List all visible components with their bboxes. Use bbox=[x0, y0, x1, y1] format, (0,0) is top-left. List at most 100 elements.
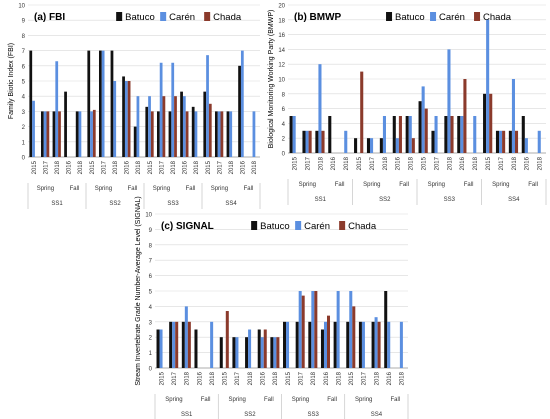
bar bbox=[148, 96, 151, 157]
legend-swatch bbox=[251, 221, 258, 230]
year-tick-label: 2018 bbox=[318, 156, 324, 170]
year-tick-label: 2018 bbox=[248, 371, 254, 385]
bar bbox=[286, 321, 290, 368]
bar bbox=[283, 321, 287, 368]
season-label: Fall bbox=[391, 397, 401, 403]
legend-label: Chada bbox=[213, 12, 242, 23]
year-tick-label: 2016 bbox=[125, 160, 131, 174]
year-tick-label: 2015 bbox=[292, 156, 298, 170]
y-tick-label: 10 bbox=[278, 78, 285, 84]
year-tick-label: 2015 bbox=[349, 371, 355, 385]
bar bbox=[301, 295, 305, 368]
bar bbox=[162, 96, 166, 157]
bar bbox=[187, 321, 191, 368]
y-tick-label: 6 bbox=[282, 107, 286, 113]
legend-swatch bbox=[116, 12, 123, 21]
y-tick-label: 4 bbox=[149, 305, 153, 311]
year-tick-label: 2015 bbox=[486, 156, 492, 170]
season-label: Fall bbox=[399, 182, 409, 188]
site-label: SS4 bbox=[371, 412, 383, 418]
year-tick-label: 2018 bbox=[171, 160, 177, 174]
bar bbox=[175, 321, 179, 368]
year-tick-label: 2018 bbox=[185, 371, 191, 385]
season-label: Fall bbox=[186, 186, 196, 192]
season-label: Spring bbox=[428, 182, 445, 188]
y-axis-label: Biological Monitoring Working Party (BMW… bbox=[268, 10, 275, 149]
bar bbox=[182, 96, 186, 157]
bar bbox=[136, 96, 140, 157]
bar bbox=[483, 93, 487, 153]
bar bbox=[194, 329, 198, 368]
bar bbox=[358, 321, 362, 368]
y-tick-label: 8 bbox=[22, 34, 26, 40]
year-tick-label: 2018 bbox=[336, 371, 342, 385]
bar bbox=[374, 317, 378, 368]
bar bbox=[245, 337, 249, 368]
bar bbox=[122, 76, 125, 157]
year-tick-label: 2018 bbox=[78, 160, 84, 174]
bar bbox=[302, 130, 306, 153]
year-tick-label: 2016 bbox=[324, 371, 330, 385]
year-tick-label: 2015 bbox=[90, 160, 96, 174]
season-label: Spring bbox=[229, 397, 246, 403]
year-tick-label: 2017 bbox=[298, 371, 304, 385]
panel-title: (b) BMWP bbox=[294, 12, 342, 23]
bar bbox=[460, 116, 464, 153]
bar bbox=[508, 130, 512, 153]
legend-swatch bbox=[160, 12, 167, 21]
y-tick-label: 18 bbox=[278, 18, 285, 24]
bar bbox=[124, 81, 128, 157]
bar bbox=[145, 106, 149, 157]
bar bbox=[172, 321, 176, 368]
bar bbox=[323, 321, 327, 368]
bar bbox=[444, 116, 448, 153]
season-label: Spring bbox=[165, 397, 182, 403]
bar bbox=[185, 111, 189, 157]
site-label: SS4 bbox=[225, 201, 237, 207]
legend-label: Batuco bbox=[125, 12, 155, 23]
y-tick-label: 7 bbox=[149, 259, 153, 265]
bar bbox=[392, 116, 396, 153]
bar bbox=[408, 116, 412, 153]
bar bbox=[370, 138, 374, 153]
year-tick-label: 2015 bbox=[32, 160, 38, 174]
bar bbox=[424, 108, 428, 153]
y-tick-label: 4 bbox=[22, 95, 26, 101]
bar bbox=[58, 111, 61, 157]
bar bbox=[315, 130, 319, 153]
site-label: SS3 bbox=[307, 412, 319, 418]
bar bbox=[150, 111, 154, 157]
y-tick-label: 9 bbox=[149, 228, 153, 234]
y-axis-label: Family Biotic Index (FBI) bbox=[8, 43, 15, 119]
y-tick-label: 20 bbox=[278, 4, 285, 10]
y-tick-label: 16 bbox=[278, 33, 285, 39]
bar bbox=[113, 81, 117, 157]
bar bbox=[229, 111, 233, 157]
bar bbox=[405, 116, 409, 153]
bar bbox=[248, 329, 252, 368]
y-tick-label: 2 bbox=[282, 137, 286, 143]
year-tick-label: 2016 bbox=[387, 371, 393, 385]
bar bbox=[78, 111, 82, 157]
year-tick-label: 2018 bbox=[113, 160, 119, 174]
bar bbox=[450, 116, 454, 153]
bar bbox=[260, 337, 264, 368]
bar bbox=[98, 50, 102, 157]
year-tick-label: 2018 bbox=[473, 156, 479, 170]
bar bbox=[514, 130, 519, 153]
year-tick-label: 2018 bbox=[252, 160, 258, 174]
bar bbox=[352, 306, 356, 368]
bar bbox=[308, 130, 312, 153]
y-tick-label: 2 bbox=[22, 125, 26, 131]
y-tick-label: 9 bbox=[22, 19, 26, 25]
bar bbox=[318, 64, 322, 153]
year-tick-label: 2016 bbox=[396, 156, 402, 170]
bar bbox=[133, 126, 137, 157]
bar bbox=[434, 116, 438, 153]
year-tick-label: 2015 bbox=[286, 371, 292, 385]
bar bbox=[486, 19, 490, 153]
bar bbox=[226, 111, 230, 157]
legend-label: Batuco bbox=[260, 221, 290, 232]
legend-label: Chada bbox=[483, 12, 512, 23]
season-label: Fall bbox=[335, 182, 345, 188]
